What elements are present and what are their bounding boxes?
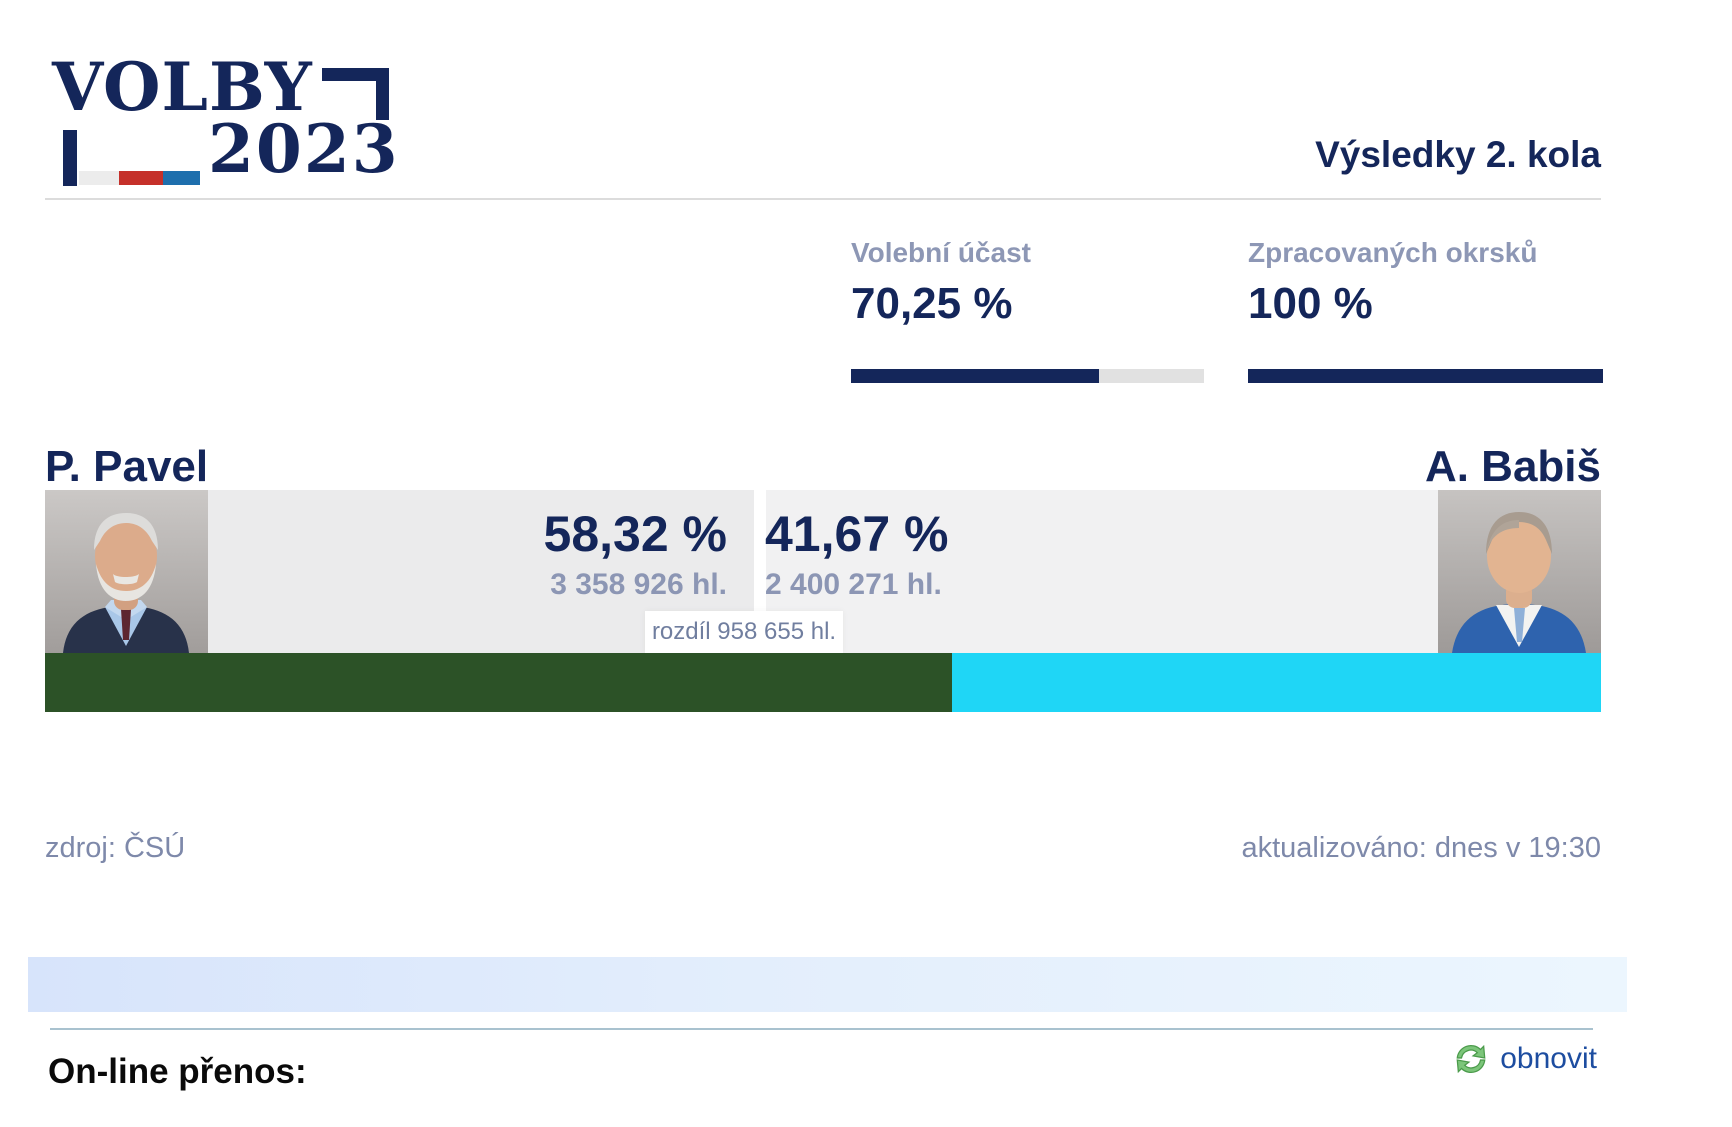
turnout-stat: Volební účast 70,25 % <box>851 235 1204 385</box>
result-votes-right: 2 400 271 hl. <box>765 568 942 601</box>
turnout-progress-fill <box>851 369 1099 383</box>
result-percent-left: 58,32 % <box>543 506 727 562</box>
result-bar-right <box>952 653 1601 712</box>
candidate-name-left: P. Pavel <box>45 442 209 491</box>
logo-year: 2023 <box>208 110 400 188</box>
result-percent-right: 41,67 % <box>765 506 949 562</box>
districts-stat: Zpracovaných okrsků 100 % <box>1248 235 1603 385</box>
czech-flag-icon <box>79 171 200 185</box>
source-text: zdroj: ČSÚ <box>45 832 186 864</box>
promo-band <box>28 957 1627 1012</box>
candidate-name-right: A. Babiš <box>1424 442 1601 491</box>
districts-progress-fill <box>1248 369 1603 383</box>
turnout-label: Volební účast <box>851 237 1031 268</box>
result-right: 41,67 % 2 400 271 hl. <box>765 506 948 602</box>
logo-tick-icon <box>63 130 77 186</box>
logo-word: VOLBY <box>52 48 313 126</box>
updated-text: aktualizováno: dnes v 19:30 <box>1241 832 1601 864</box>
districts-label: Zpracovaných okrsků <box>1248 237 1538 268</box>
difference-badge: rozdíl 958 655 hl. <box>645 611 843 653</box>
portrait-pavel-icon <box>45 490 208 653</box>
districts-progressbar <box>1248 369 1603 383</box>
candidate-photo-right <box>1438 490 1601 653</box>
volby-2023-logo: VOLBY 2023 <box>50 48 398 192</box>
portrait-babis-icon <box>1438 490 1601 653</box>
section-divider <box>50 1028 1593 1030</box>
turnout-value: 70,25 % <box>851 279 1013 328</box>
refresh-button[interactable]: obnovit <box>1452 1040 1597 1078</box>
online-heading: On-line přenos: <box>48 1052 307 1091</box>
districts-value: 100 % <box>1248 279 1373 328</box>
result-bar <box>45 653 1601 712</box>
header-divider <box>45 198 1601 200</box>
page-title: Výsledky 2. kola <box>1315 134 1601 175</box>
result-bar-left <box>45 653 953 712</box>
refresh-arrows-icon <box>1456 1044 1486 1074</box>
logo-bracket-icon <box>322 68 389 81</box>
refresh-label: obnovit <box>1500 1042 1597 1075</box>
turnout-progressbar <box>851 369 1204 383</box>
logo-bracket-icon <box>376 68 389 120</box>
candidate-photo-left <box>45 490 208 653</box>
result-votes-left: 3 358 926 hl. <box>550 568 727 601</box>
result-left: 58,32 % 3 358 926 hl. <box>544 506 727 602</box>
